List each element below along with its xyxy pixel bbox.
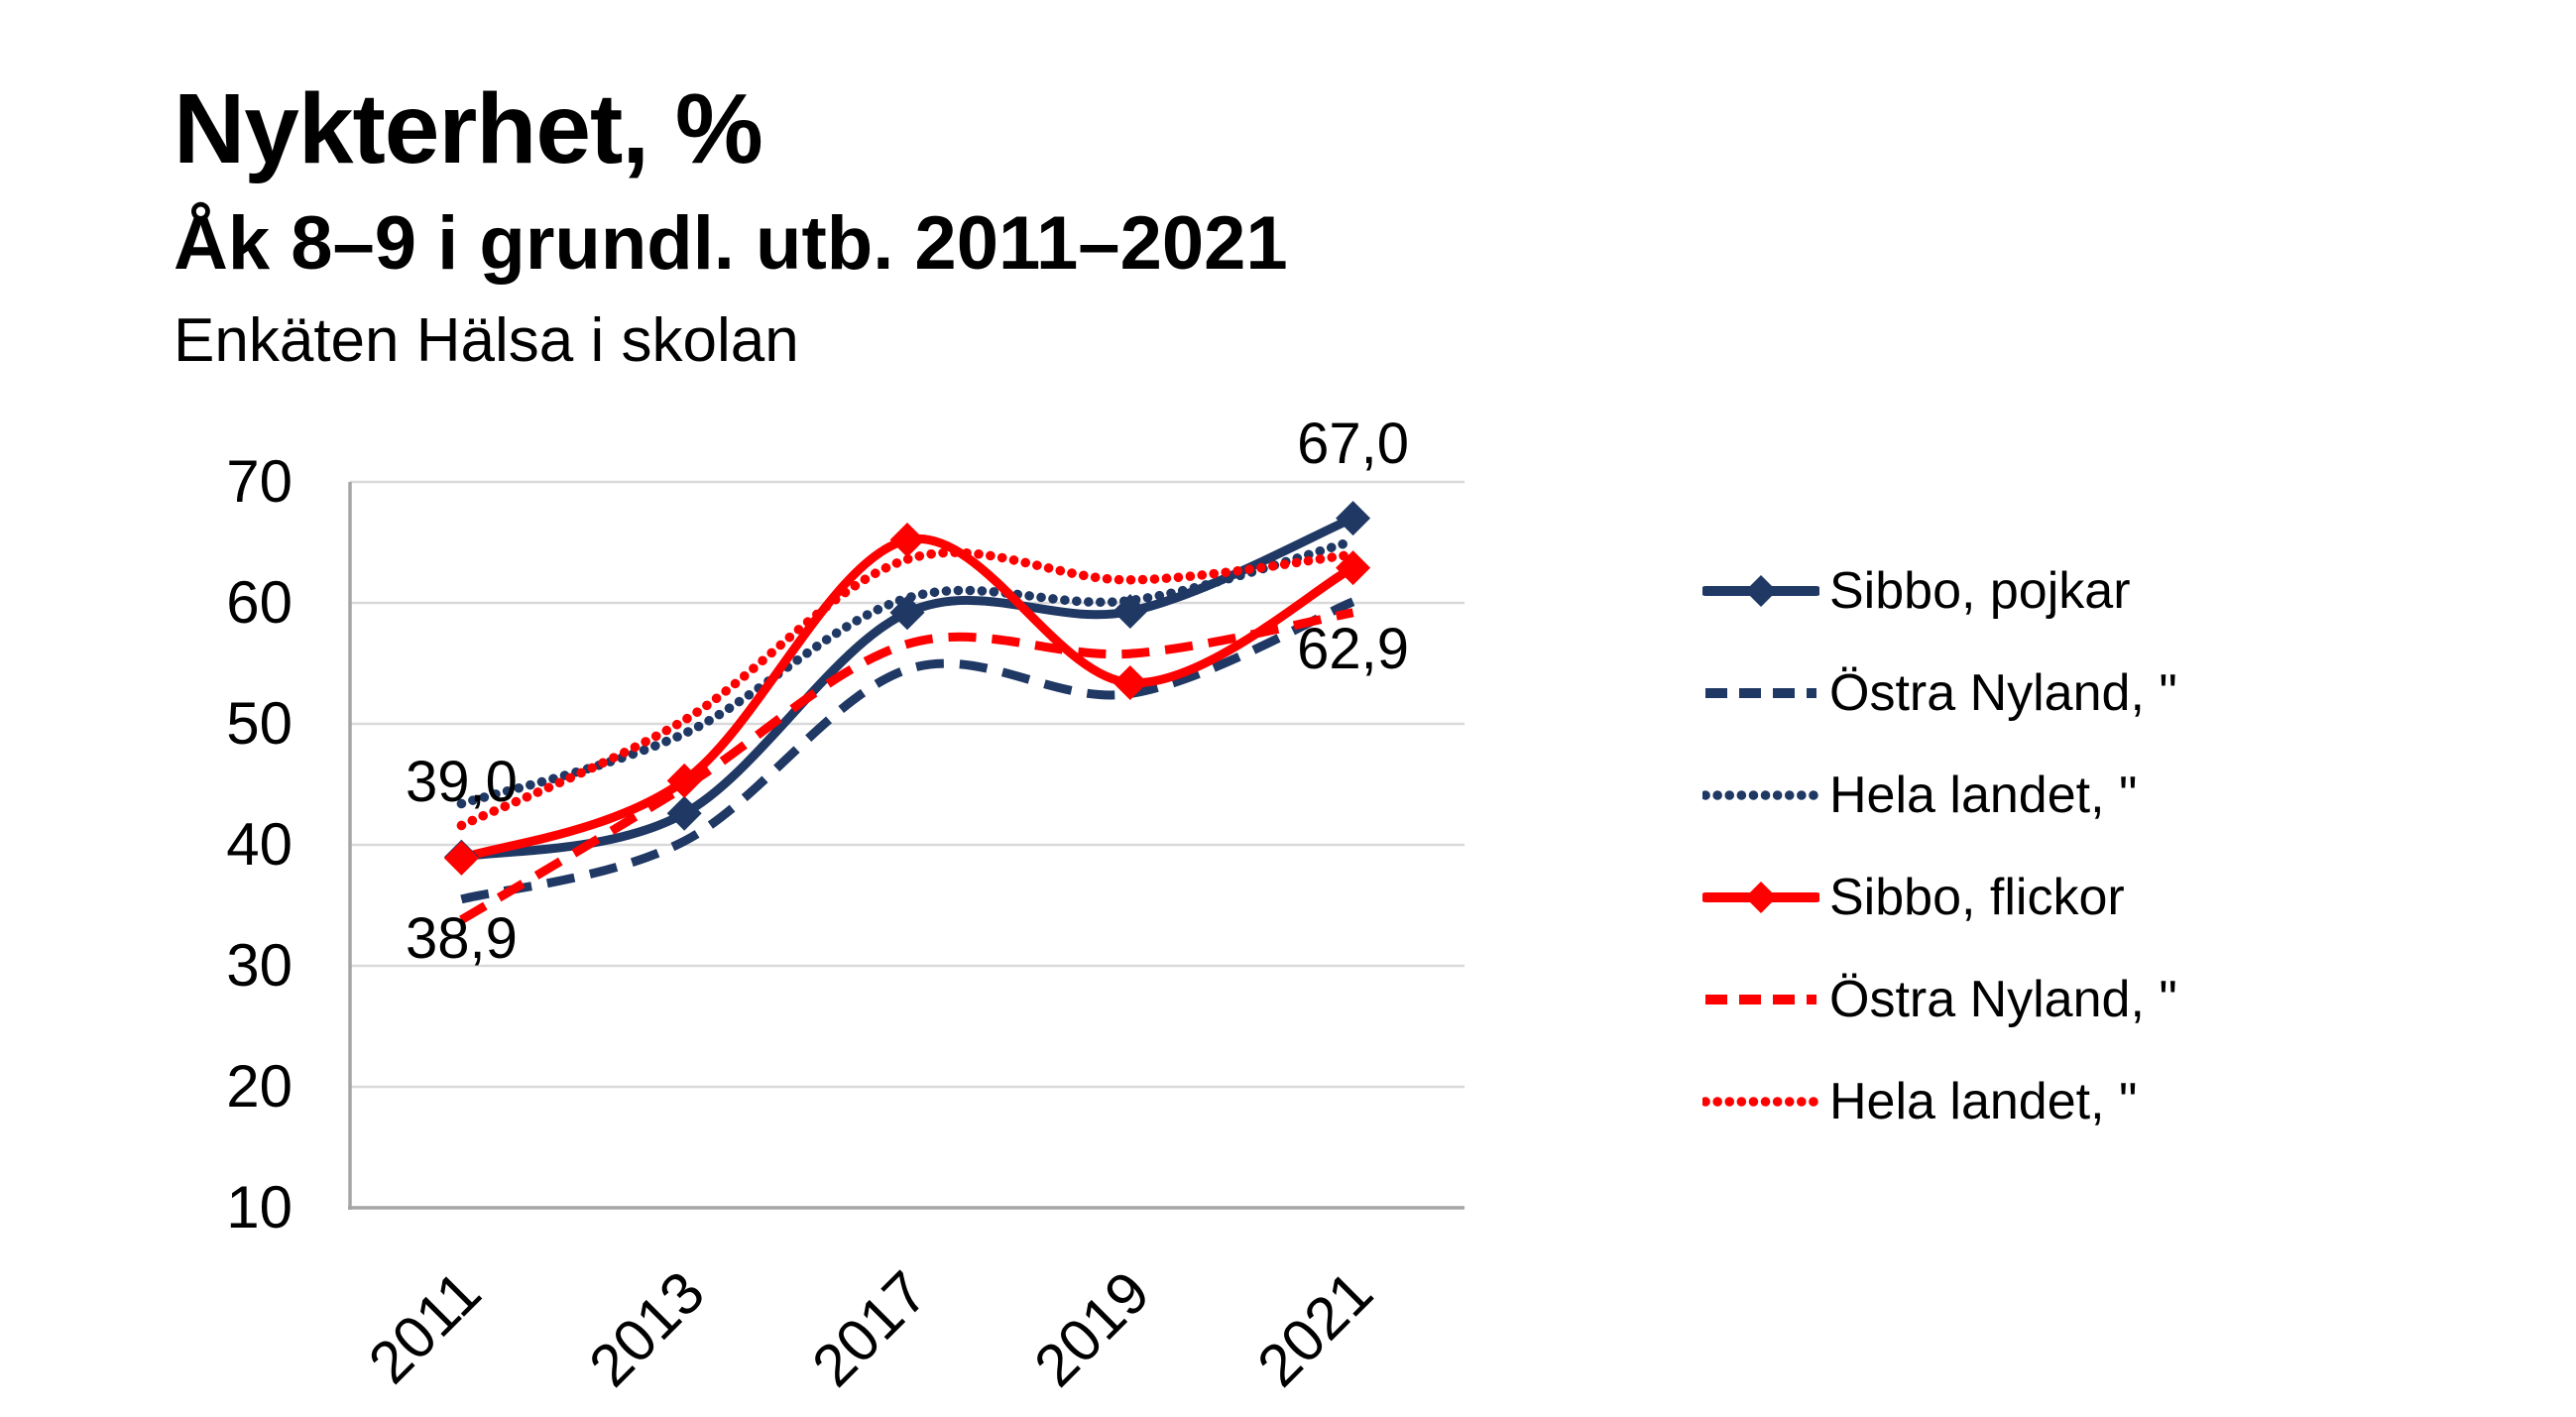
legend-item: Hela landet, " bbox=[1702, 1050, 2177, 1152]
y-tick-label: 30 bbox=[226, 932, 293, 999]
chart-legend: Sibbo, pojkar Östra Nyland, " Hela landet,… bbox=[1702, 539, 2177, 1152]
series-line-4 bbox=[459, 608, 1354, 924]
series-line-5 bbox=[456, 547, 1358, 831]
series-line-3 bbox=[456, 533, 1358, 863]
data-point-marker bbox=[889, 595, 925, 631]
legend-item-label: Östra Nyland, " bbox=[1829, 663, 2177, 722]
data-point-marker bbox=[443, 840, 479, 876]
legend-swatch-dotted-line bbox=[1702, 789, 1819, 800]
data-label: 67,0 bbox=[1297, 411, 1410, 476]
chart-title: Nykterhet, % bbox=[174, 73, 763, 184]
data-point-marker bbox=[1336, 501, 1371, 536]
data-point-marker bbox=[889, 523, 925, 558]
data-label: 62,9 bbox=[1297, 616, 1410, 681]
legend-item-label: Hela landet, " bbox=[1829, 1072, 2138, 1130]
legend-swatch-solid-line bbox=[1702, 574, 1819, 607]
legend-item-label: Sibbo, flickor bbox=[1829, 868, 2125, 926]
y-tick-label: 10 bbox=[226, 1174, 293, 1240]
y-tick-label: 40 bbox=[226, 811, 293, 878]
series-line-1 bbox=[460, 597, 1355, 904]
data-label: 39,0 bbox=[405, 750, 518, 815]
legend-swatch-solid-line bbox=[1702, 881, 1819, 913]
legend-item: Sibbo, flickor bbox=[1702, 846, 2177, 948]
legend-swatch-dashed-line bbox=[1705, 687, 1816, 698]
legend-item: Östra Nyland, " bbox=[1702, 642, 2177, 744]
legend-item: Östra Nyland, " bbox=[1702, 948, 2177, 1050]
survey-source-label: Enkäten Hälsa i skolan bbox=[174, 306, 799, 375]
y-tick-label: 60 bbox=[226, 569, 293, 636]
series-line-0 bbox=[456, 514, 1358, 862]
legend-item-label: Sibbo, pojkar bbox=[1829, 561, 2131, 620]
y-tick-label: 70 bbox=[226, 448, 293, 515]
y-tick-label: 50 bbox=[226, 690, 293, 757]
legend-item: Hela landet, " bbox=[1702, 744, 2177, 846]
y-tick-label: 20 bbox=[226, 1053, 293, 1120]
legend-diamond-marker bbox=[1745, 881, 1777, 913]
legend-swatch-dashed-line bbox=[1705, 994, 1816, 1004]
legend-item: Sibbo, pojkar bbox=[1702, 539, 2177, 642]
data-point-marker bbox=[666, 763, 702, 798]
legend-item-label: Östra Nyland, " bbox=[1829, 970, 2177, 1028]
data-label: 38,9 bbox=[405, 906, 518, 972]
legend-item-label: Hela landet, " bbox=[1829, 766, 2138, 824]
data-point-marker bbox=[1112, 594, 1148, 630]
legend-diamond-marker bbox=[1745, 574, 1777, 607]
data-point-marker bbox=[1112, 665, 1148, 701]
data-point-marker bbox=[666, 795, 702, 831]
chart-subtitle: Åk 8–9 i grundl. utb. 2011–2021 bbox=[174, 201, 1288, 286]
legend-swatch-dotted-line bbox=[1702, 1096, 1819, 1107]
data-point-marker bbox=[1336, 550, 1371, 586]
